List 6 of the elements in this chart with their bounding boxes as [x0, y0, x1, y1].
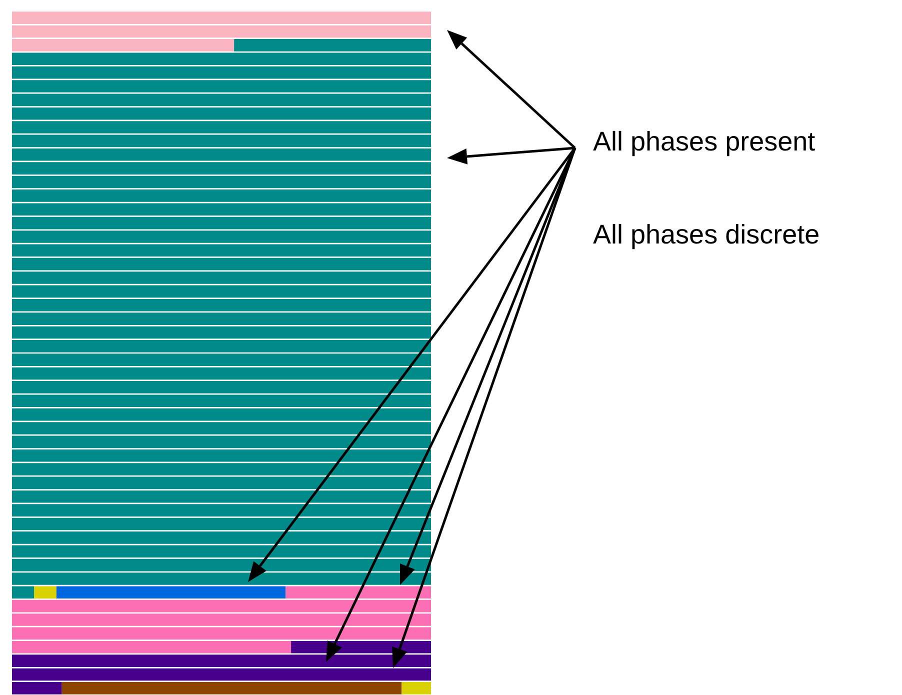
bar [56, 586, 286, 599]
text: All phases present [593, 126, 816, 156]
text: All phases discrete [593, 220, 820, 250]
bar [34, 586, 56, 599]
bar [402, 682, 431, 694]
bar [62, 682, 402, 694]
